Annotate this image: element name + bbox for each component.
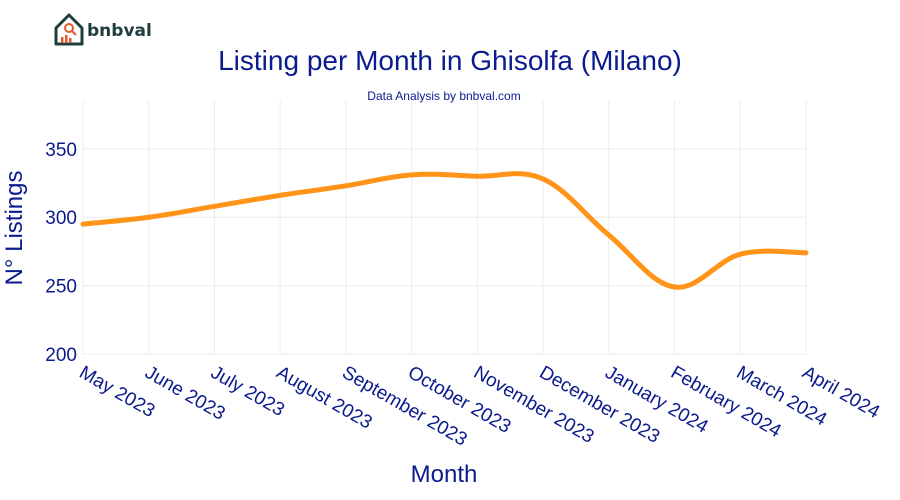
chart-subtitle: Data Analysis by bnbval.com (367, 89, 520, 103)
y-gridlines (83, 148, 806, 355)
brand-name: bnbval (87, 21, 152, 41)
y-tick-label: 350 (45, 140, 77, 161)
series-lines (80, 171, 809, 290)
chart-title: Listing per Month in Ghisolfa (Milano) (218, 45, 682, 76)
brand-logo[interactable]: bnbval (54, 13, 152, 46)
x-axis-title: Month (411, 461, 478, 488)
x-tick-label: February 2024 (667, 362, 785, 442)
x-gridlines (82, 101, 807, 354)
y-tick-label: 300 (45, 208, 77, 229)
series-line (80, 171, 809, 290)
y-tick-labels: 200 250 300 350 (45, 140, 77, 366)
y-tick-label: 200 (45, 345, 77, 366)
y-tick-label: 250 (45, 277, 77, 298)
y-axis-title: N° Listings (1, 171, 28, 286)
house-chart-icon (54, 13, 84, 46)
